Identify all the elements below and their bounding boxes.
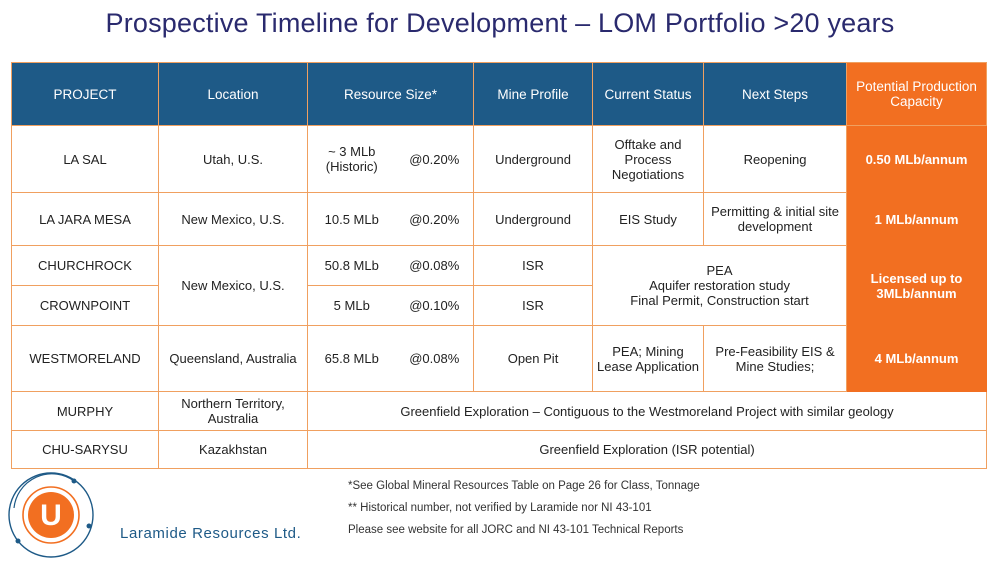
next-steps-cell: Pre-Feasibility EIS & Mine Studies; (703, 325, 848, 392)
mine-profile-cell: Underground (473, 125, 594, 193)
current-status-cell: EIS Study (592, 192, 705, 246)
current-status-cell: PEA; Mining Lease Application (592, 325, 705, 392)
table-row: WESTMORELAND Queensland, Australia 65.8 … (11, 325, 988, 392)
location-cell: Kazakhstan (158, 430, 308, 469)
header-capacity: Potential Production Capacity (846, 62, 988, 126)
grade-cell: @0.10% (395, 285, 475, 326)
next-steps-cell: Reopening (703, 125, 848, 193)
lom-portfolio-table: PROJECT Location Resource Size* Mine Pro… (11, 62, 988, 469)
page-title: Prospective Timeline for Development – L… (105, 8, 895, 38)
status-next-steps-merged-cell: PEA Aquifer restoration study Final Perm… (592, 245, 848, 326)
grade-cell: @0.20% (395, 192, 475, 246)
mine-profile-cell: ISR (473, 245, 594, 286)
grade-cell: @0.08% (395, 245, 475, 286)
location-cell: Utah, U.S. (158, 125, 308, 193)
resource-size-cell: 5 MLb (307, 285, 396, 326)
resource-size-cell: ~ 3 MLb (Historic) (307, 125, 396, 193)
exploration-note-cell: Greenfield Exploration (ISR potential) (306, 430, 988, 469)
header-resource-size: Resource Size* (306, 62, 475, 126)
capacity-cell: 4 MLb/annum (846, 325, 988, 392)
header-next-steps: Next Steps (703, 62, 848, 126)
laramide-u-logo-icon: U (8, 472, 94, 558)
mine-profile-cell: Underground (473, 192, 594, 246)
project-cell: WESTMORELAND (11, 325, 159, 392)
resource-size-cell: 50.8 MLb (307, 245, 396, 286)
grade-cell: @0.20% (395, 125, 475, 193)
header-current-status: Current Status (592, 62, 705, 126)
grade-cell: @0.08% (395, 325, 475, 392)
resource-size-cell: 10.5 MLb (307, 192, 396, 246)
next-steps-cell: Permitting & initial site development (703, 192, 848, 246)
table-row: CHU-SARYSU Kazakhstan Greenfield Explora… (11, 430, 988, 469)
logo-letter: U (40, 499, 62, 532)
header-mine-profile: Mine Profile (473, 62, 594, 126)
project-cell: MURPHY (11, 391, 159, 431)
footnote: *See Global Mineral Resources Table on P… (348, 480, 700, 492)
location-cell: New Mexico, U.S. (158, 192, 308, 246)
location-cell: Northern Territory, Australia (158, 391, 308, 431)
table-row: LA JARA MESA New Mexico, U.S. 10.5 MLb @… (11, 192, 988, 246)
header-project: PROJECT (11, 62, 159, 126)
project-cell: CHU-SARYSU (11, 430, 159, 469)
footnotes: *See Global Mineral Resources Table on P… (348, 480, 700, 546)
mine-profile-cell: Open Pit (473, 325, 594, 392)
project-cell: CROWNPOINT (11, 285, 159, 326)
table-row: CHURCHROCK New Mexico, U.S. 50.8 MLb @0.… (11, 245, 988, 326)
resource-size-cell: 65.8 MLb (307, 325, 396, 392)
capacity-cell: 0.50 MLb/annum (846, 125, 988, 193)
table-row: LA SAL Utah, U.S. ~ 3 MLb (Historic) @0.… (11, 125, 988, 193)
table-header-row: PROJECT Location Resource Size* Mine Pro… (11, 62, 988, 126)
status-line: Aquifer restoration study (649, 278, 790, 293)
location-cell: Queensland, Australia (158, 325, 308, 392)
footnote: ** Historical number, not verified by La… (348, 502, 652, 514)
project-cell: LA SAL (11, 125, 159, 193)
company-name: Laramide Resources Ltd. (120, 525, 302, 542)
header-location: Location (158, 62, 308, 126)
status-line: Final Permit, Construction start (630, 293, 809, 308)
capacity-cell: 1 MLb/annum (846, 192, 988, 246)
status-line: PEA (706, 263, 733, 278)
location-cell: New Mexico, U.S. (158, 245, 308, 326)
mine-profile-cell: ISR (473, 285, 594, 326)
current-status-cell: Offtake and Process Negotiations (592, 125, 705, 193)
exploration-note-cell: Greenfield Exploration – Contiguous to t… (306, 391, 988, 431)
project-cell: LA JARA MESA (11, 192, 159, 246)
table-row: MURPHY Northern Territory, Australia Gre… (11, 391, 988, 431)
project-cell: CHURCHROCK (11, 245, 159, 286)
footnote: Please see website for all JORC and NI 4… (348, 524, 684, 536)
capacity-cell: Licensed up to 3MLb/annum (846, 245, 988, 326)
